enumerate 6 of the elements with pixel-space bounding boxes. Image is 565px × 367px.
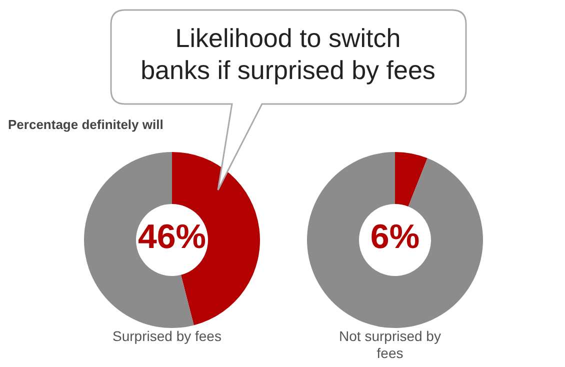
- text: Not surprised by fees: [338, 328, 442, 362]
- text: 6%: [370, 218, 420, 256]
- chart-subtitle: Percentage definitely will: [8, 117, 164, 132]
- text: Surprised by fees: [112, 328, 222, 345]
- chart-title: Likelihood to switch banks if surprised by fees: [140, 22, 436, 86]
- text: 46%: [138, 218, 206, 256]
